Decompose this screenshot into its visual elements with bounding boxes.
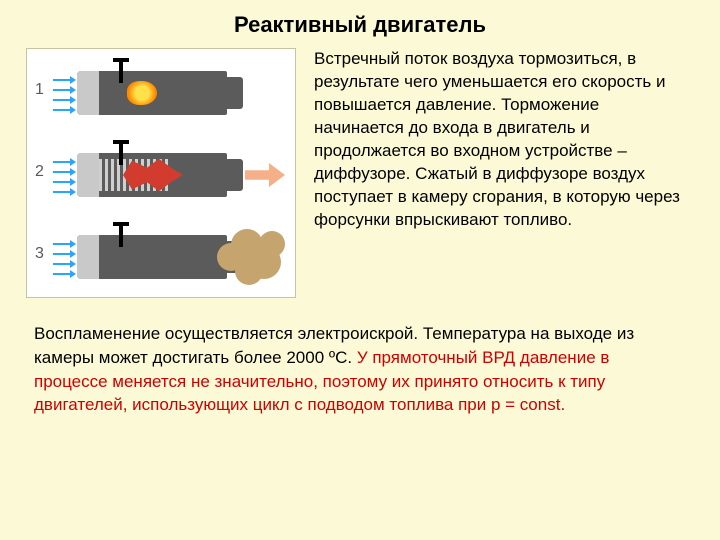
inlet-arrow-icon (53, 171, 71, 173)
top-row: 1 2 (26, 48, 690, 298)
inlet-arrow-icon (53, 79, 71, 81)
inlet-arrow-icon (53, 99, 71, 101)
diagram-row-3: 3 (27, 217, 295, 295)
inlet-arrow-icon (53, 243, 71, 245)
engine-body-icon (77, 71, 227, 115)
flame-yellow-icon (127, 81, 157, 105)
exhaust-cloud-icon (217, 225, 289, 287)
inlet-arrow-icon (53, 181, 71, 183)
engine-inlet-icon (77, 153, 99, 197)
diagram-row-2: 2 (27, 135, 295, 213)
engine-body-icon (77, 153, 227, 197)
engine-diagram: 1 2 (26, 48, 296, 298)
inlet-arrow-icon (53, 273, 71, 275)
engine-body-icon (77, 235, 227, 279)
inlet-arrow-icon (53, 89, 71, 91)
row-number: 3 (35, 245, 44, 263)
diagram-row-1: 1 (27, 53, 295, 131)
inlet-arrow-icon (53, 263, 71, 265)
injector-icon (119, 143, 123, 165)
page-title: Реактивный двигатель (0, 12, 720, 38)
engine-inlet-icon (77, 71, 99, 115)
inlet-arrow-icon (53, 253, 71, 255)
row-number: 1 (35, 81, 44, 99)
inlet-arrow-icon (53, 109, 71, 111)
injector-icon (119, 61, 123, 83)
engine-inlet-icon (77, 235, 99, 279)
row-number: 2 (35, 163, 44, 181)
side-paragraph: Встречный поток воздуха тормозиться, в р… (314, 48, 690, 298)
injector-icon (119, 225, 123, 247)
bottom-paragraph: Воспламенение осуществляется электроискр… (34, 322, 686, 417)
thrust-arrow-icon (245, 163, 285, 187)
inlet-arrow-icon (53, 191, 71, 193)
inlet-arrow-icon (53, 161, 71, 163)
